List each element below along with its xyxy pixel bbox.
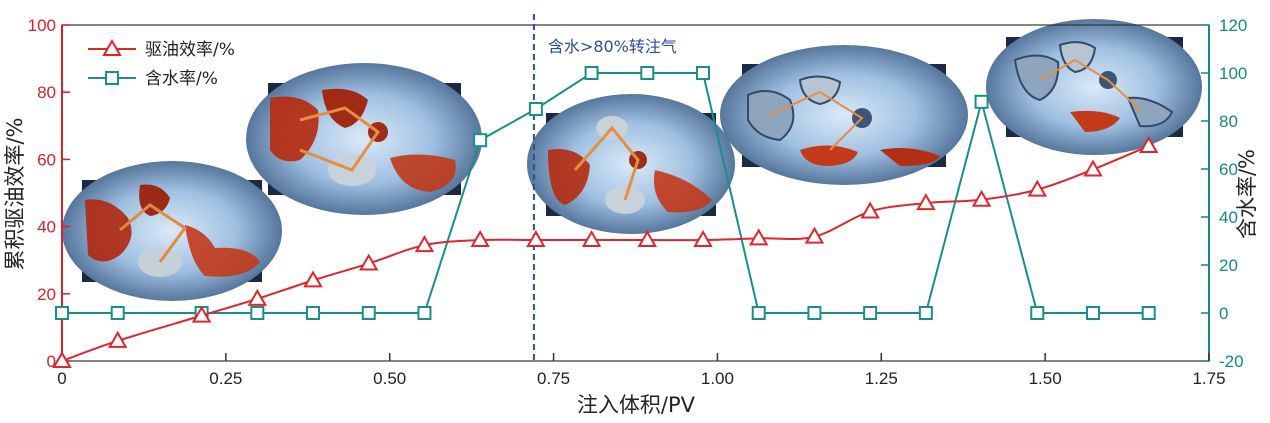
oil-recovery-point [581,230,602,248]
left-tick-label: 40 [37,218,56,237]
right-axis-ticks: -20 0 20 40 60 80 100 120 [1201,16,1247,371]
oil-recovery-point [860,201,880,219]
right-tick-label: 20 [1219,256,1238,275]
oil-recovery-point [804,226,825,244]
y-axis-left-label: 累积驱油效率/% [3,117,27,270]
oil-recovery-point [916,193,936,211]
legend-marker-water [105,71,119,85]
right-tick-label: -20 [1219,352,1244,371]
water-cut-point [417,306,432,320]
left-tick-label: 80 [37,83,56,102]
micromodel-photo-1 [62,161,282,301]
right-tick-label: 100 [1219,64,1247,83]
x-tick-label: 1.25 [865,369,898,388]
annotation-label: 含水>80%转注气 [548,37,677,56]
legend: 驱油效率/% 含水率/% [88,38,235,89]
water-cut-point [1030,306,1045,320]
right-tick-label: 60 [1219,160,1238,179]
x-tick-label: 0 [57,369,66,388]
water-cut-point [528,102,543,116]
legend-label-oil: 驱油效率/% [145,40,235,60]
water-cut-point [863,306,878,320]
micromodel-photo-4 [720,45,968,185]
water-cut-point [751,306,766,320]
x-axis-ticks: 0 0.25 0.50 0.75 1.00 1.25 1.50 1.75 [57,353,1226,388]
water-cut-point [974,94,989,109]
micromodel-photos [62,19,1202,301]
water-cut-point [1085,306,1100,320]
water-cut-point [1141,306,1156,320]
oil-recovery-point [693,230,713,248]
oil-recovery-point [303,270,323,288]
water-cut-point [55,306,69,320]
oil-recovery-point [637,230,658,248]
oil-recovery-point [359,253,379,271]
legend-item-oil: 驱油效率/% [88,38,235,60]
oil-recovery-point [191,305,212,323]
legend-label-water: 含水率/% [145,69,218,89]
left-tick-label: 0 [47,352,56,371]
x-tick-label: 0.50 [373,369,406,388]
oil-recovery-point [414,235,435,253]
series-oil-recovery [52,135,1159,368]
right-tick-label: 80 [1219,112,1238,131]
oil-recovery-point [470,230,490,248]
legend-item-water: 含水率/% [88,69,218,89]
series-water-cut [55,66,1156,320]
oil-recovery-point [748,228,769,246]
oil-recovery-point [526,230,546,248]
oil-recovery-point [52,350,72,368]
oil-recovery-point [107,330,128,348]
x-tick-label: 0.75 [537,369,570,388]
legend-marker-oil [102,38,122,56]
water-cut-point [306,306,321,320]
x-tick-label: 0.25 [209,369,242,388]
water-cut-point [584,66,599,80]
oil-recovery-point [1027,179,1048,197]
water-cut-point [110,306,125,320]
oil-recovery-point [971,189,992,207]
water-cut-line [62,72,1149,314]
water-cut-point [250,306,265,320]
oil-recovery-point [247,288,268,306]
water-cut-point [361,306,376,320]
water-cut-point [640,66,655,80]
oil-recovery-point [1138,135,1159,153]
oil-recovery-point [1083,159,1103,177]
left-tick-label: 20 [37,285,56,304]
micromodel-photo-2 [246,63,482,215]
x-tick-label: 1.75 [1192,369,1225,388]
right-tick-label: 40 [1219,208,1238,227]
water-cut-point [918,306,933,320]
water-cut-point [696,66,711,80]
y-axis-right-label: 含水率/% [1235,149,1259,239]
x-tick-label: 1.00 [701,369,734,388]
micromodel-photo-5 [986,19,1202,155]
right-tick-label: 120 [1219,16,1247,35]
x-tick-label: 1.50 [1029,369,1062,388]
right-tick-label: 0 [1219,304,1228,323]
left-tick-label: 100 [28,16,56,35]
water-cut-point [473,133,488,148]
water-cut-point [807,306,822,320]
x-axis-label: 注入体积/PV [577,393,696,417]
left-tick-label: 60 [37,150,56,169]
micromodel-photo-3 [527,94,735,234]
gas-switch-annotation: 含水>80%转注气 [532,14,677,361]
